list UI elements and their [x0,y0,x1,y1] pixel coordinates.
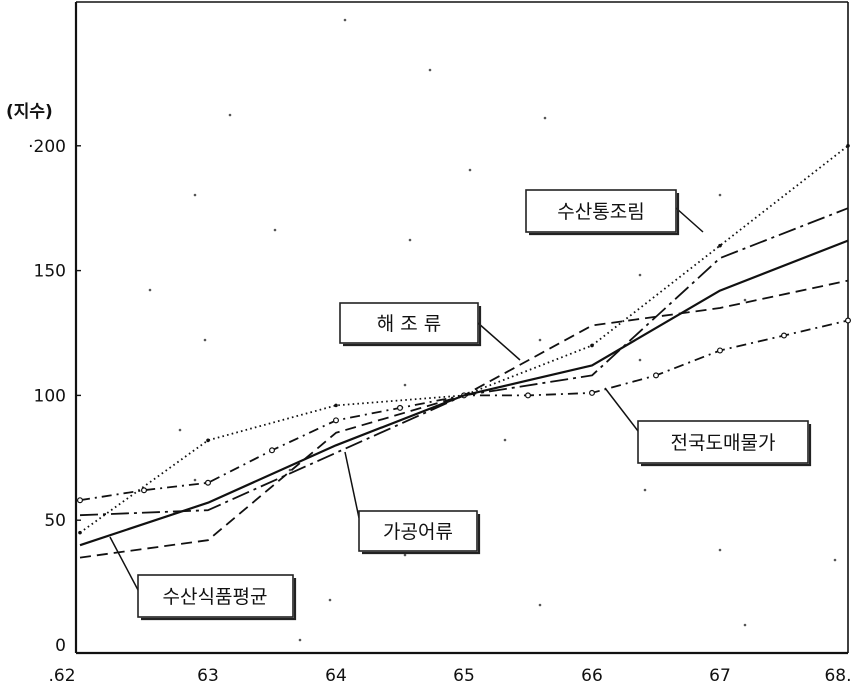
callout-box [637,420,809,464]
series-callout: 전국도매물가 [637,420,812,467]
series-label: 해 조 류 [377,313,442,335]
x-tick-label: 67 [709,666,731,686]
scan-speck [538,603,542,607]
y-tick-label: 0 [55,636,66,656]
callout-leader [344,451,360,519]
scan-speck [193,478,197,482]
data-point [524,392,531,399]
y-axis-unit-label: (지수) [6,102,53,122]
data-point [844,317,851,324]
scan-speck [203,338,207,342]
x-axis-ticks: .62 63 64 65 66 67 68. [48,666,851,686]
data-point [590,343,594,348]
series-line-4 [79,207,849,517]
callout-leader [477,322,521,361]
x-tick-label: 64 [325,666,347,686]
data-point [716,347,723,354]
callout-shadow [362,514,481,555]
y-tick-label: ·200 [28,137,66,157]
scan-speck [718,193,722,197]
callout-shadow [529,193,680,236]
scan-speck [743,298,747,302]
callout-box [358,510,478,552]
y-tick-label: 100 [34,386,66,406]
scan-speck [638,273,642,277]
series-label: 전국도매물가 [671,432,776,454]
callout-box [339,302,479,344]
data-point [206,438,210,443]
scan-speck [643,488,647,492]
data-point [269,447,276,454]
scan-speck [743,623,747,627]
y-tick-label: 150 [34,262,66,282]
scan-speck [193,193,197,197]
plot-frame [74,1,849,655]
scan-speck [408,238,412,242]
callout-box [525,189,677,233]
scan-speck [428,68,432,72]
callout-box [137,574,294,618]
scan-speck [148,288,152,292]
scan-speck [328,598,332,602]
x-tick-label: 68. [824,666,851,686]
scan-speck [228,113,232,117]
scan-speck [403,383,407,387]
series-line-3 [79,319,849,502]
scan-speck [403,553,407,557]
data-point [78,530,82,535]
x-tick-label: 66 [581,666,603,686]
scan-specks [148,18,837,642]
series-label: 가공어류 [383,521,453,543]
callout-leaders [109,207,704,591]
data-point [652,372,659,379]
series-callout: 해 조 류 [339,302,482,347]
data-point [76,497,83,504]
data-point [205,479,212,486]
callout-shadow [641,424,812,467]
scan-speck [543,116,547,120]
scan-speck [833,558,837,562]
series-callout: 수산통조림 [525,189,680,236]
data-point [334,403,338,408]
scan-speck [343,18,347,22]
scan-speck [468,168,472,172]
callout-leader [604,387,639,432]
data-point [141,487,148,494]
series-callout: 수산식품평균 [137,574,297,621]
callout-shadow [141,578,297,621]
callout-shadow [343,306,482,347]
y-axis-ticks: 0 50 100 150 ·200 [28,137,81,656]
callout-leader [109,536,139,591]
x-tick-label: .62 [48,666,75,686]
series-lines [76,144,851,559]
x-tick-label: 63 [197,666,219,686]
scan-speck [538,338,542,342]
scan-speck [503,438,507,442]
scan-speck [718,548,722,552]
series-label: 수산식품평균 [163,586,268,608]
data-point [333,417,340,424]
data-point [588,389,595,396]
data-point [780,332,787,339]
data-point [718,243,722,248]
callout-leader [675,207,704,233]
scan-speck [638,358,642,362]
scan-speck [298,638,302,642]
data-point [397,404,404,411]
data-point [846,144,850,148]
series-callout: 가공어류 [358,510,481,555]
y-tick-label: 50 [44,511,66,531]
scan-speck [288,468,292,472]
x-tick-label: 65 [453,666,475,686]
series-line-5 [79,239,849,547]
scan-speck [273,228,277,232]
series-label: 수산통조림 [557,201,644,223]
scan-speck [178,428,182,432]
